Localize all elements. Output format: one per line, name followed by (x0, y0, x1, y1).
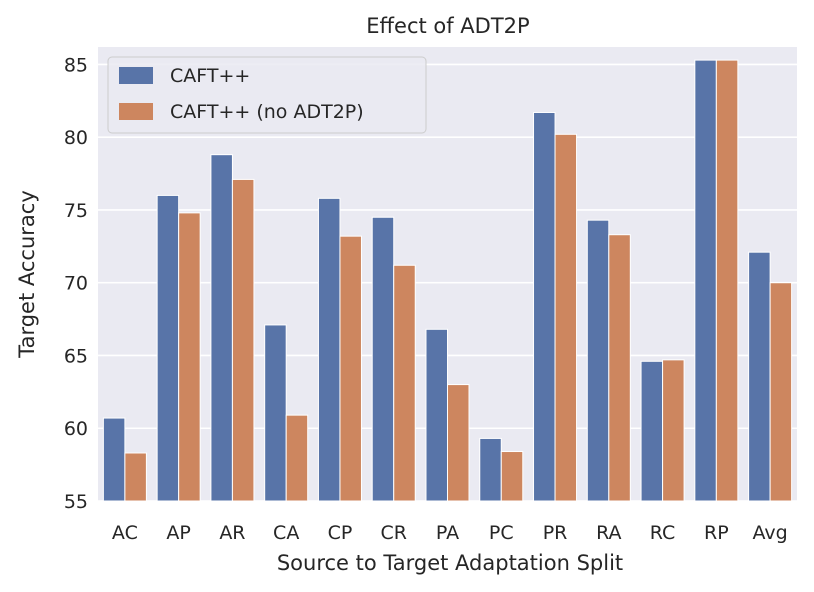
x-tick-label: CP (328, 522, 353, 544)
x-tick-label: CR (380, 522, 406, 544)
bar-pa-no-adt2p (447, 384, 470, 502)
x-axis-label: Source to Target Adaptation Split (277, 551, 623, 575)
bar-rp-no-adt2p (715, 59, 739, 502)
y-tick-label: 85 (64, 54, 88, 76)
bar-cp-caft (317, 197, 341, 502)
bar-pr-no-adt2p (554, 133, 578, 502)
bar-pc-caft (479, 437, 502, 502)
bar-cr-caft (371, 216, 395, 502)
y-tick-label: 75 (64, 200, 88, 222)
legend-swatch-no-adt2p (119, 103, 153, 120)
bar-pr-caft (533, 111, 556, 502)
bar-ar-no-adt2p (231, 178, 255, 502)
x-tick-label: RP (704, 522, 729, 544)
bar-rp-caft (694, 59, 717, 502)
y-tick-label: 70 (64, 273, 88, 295)
legend-label-no-adt2p: CAFT++ (no ADT2P) (170, 101, 364, 123)
bar-avg-no-adt2p (769, 282, 793, 502)
x-tick-label: PA (436, 522, 459, 544)
bar-ca-no-adt2p (285, 414, 309, 502)
y-tick-label: 65 (64, 345, 88, 367)
bar-ac-no-adt2p (124, 452, 147, 502)
y-tick-label: 80 (64, 127, 88, 149)
x-tick-label: AP (166, 522, 190, 544)
y-axis-label: Target Accuracy (15, 190, 39, 359)
bar-cp-no-adt2p (339, 235, 362, 502)
bar-rc-no-adt2p (662, 359, 685, 502)
bar-ar-caft (210, 154, 233, 502)
y-tick-label: 60 (64, 418, 88, 440)
bar-ra-no-adt2p (608, 234, 631, 502)
legend: CAFT++ CAFT++ (no ADT2P) (107, 56, 427, 134)
bar-pc-no-adt2p (500, 451, 524, 502)
bar-cr-no-adt2p (393, 264, 416, 502)
bar-ac-caft (102, 417, 126, 502)
y-tick-label: 55 (64, 491, 88, 513)
x-tick-label: RC (650, 522, 676, 544)
x-tick-label: RA (596, 522, 621, 544)
bar-rc-caft (640, 360, 664, 502)
bar-ca-caft (264, 324, 287, 502)
x-tick-label: AC (112, 522, 138, 544)
x-tick-label: PC (489, 522, 514, 544)
x-tick-label: PR (543, 522, 568, 544)
x-tick-label: AR (219, 522, 245, 544)
bar-ap-no-adt2p (178, 212, 201, 502)
bar-ra-caft (586, 219, 610, 502)
bars (102, 59, 793, 502)
bar-pa-caft (425, 328, 449, 502)
x-tick-label: Avg (753, 522, 788, 544)
x-tick-labels: AC AP AR CA CP CR PA PC PR RA RC RP Avg (112, 522, 788, 544)
bar-avg-caft (748, 251, 771, 502)
legend-swatch-caft (119, 67, 153, 84)
chart-title: Effect of ADT2P (366, 14, 529, 38)
y-tick-labels: 55 60 65 70 75 80 85 (64, 54, 88, 513)
legend-label-caft: CAFT++ (170, 65, 250, 87)
bar-ap-caft (156, 194, 180, 502)
x-tick-label: CA (273, 522, 299, 544)
legend-box (107, 56, 427, 134)
